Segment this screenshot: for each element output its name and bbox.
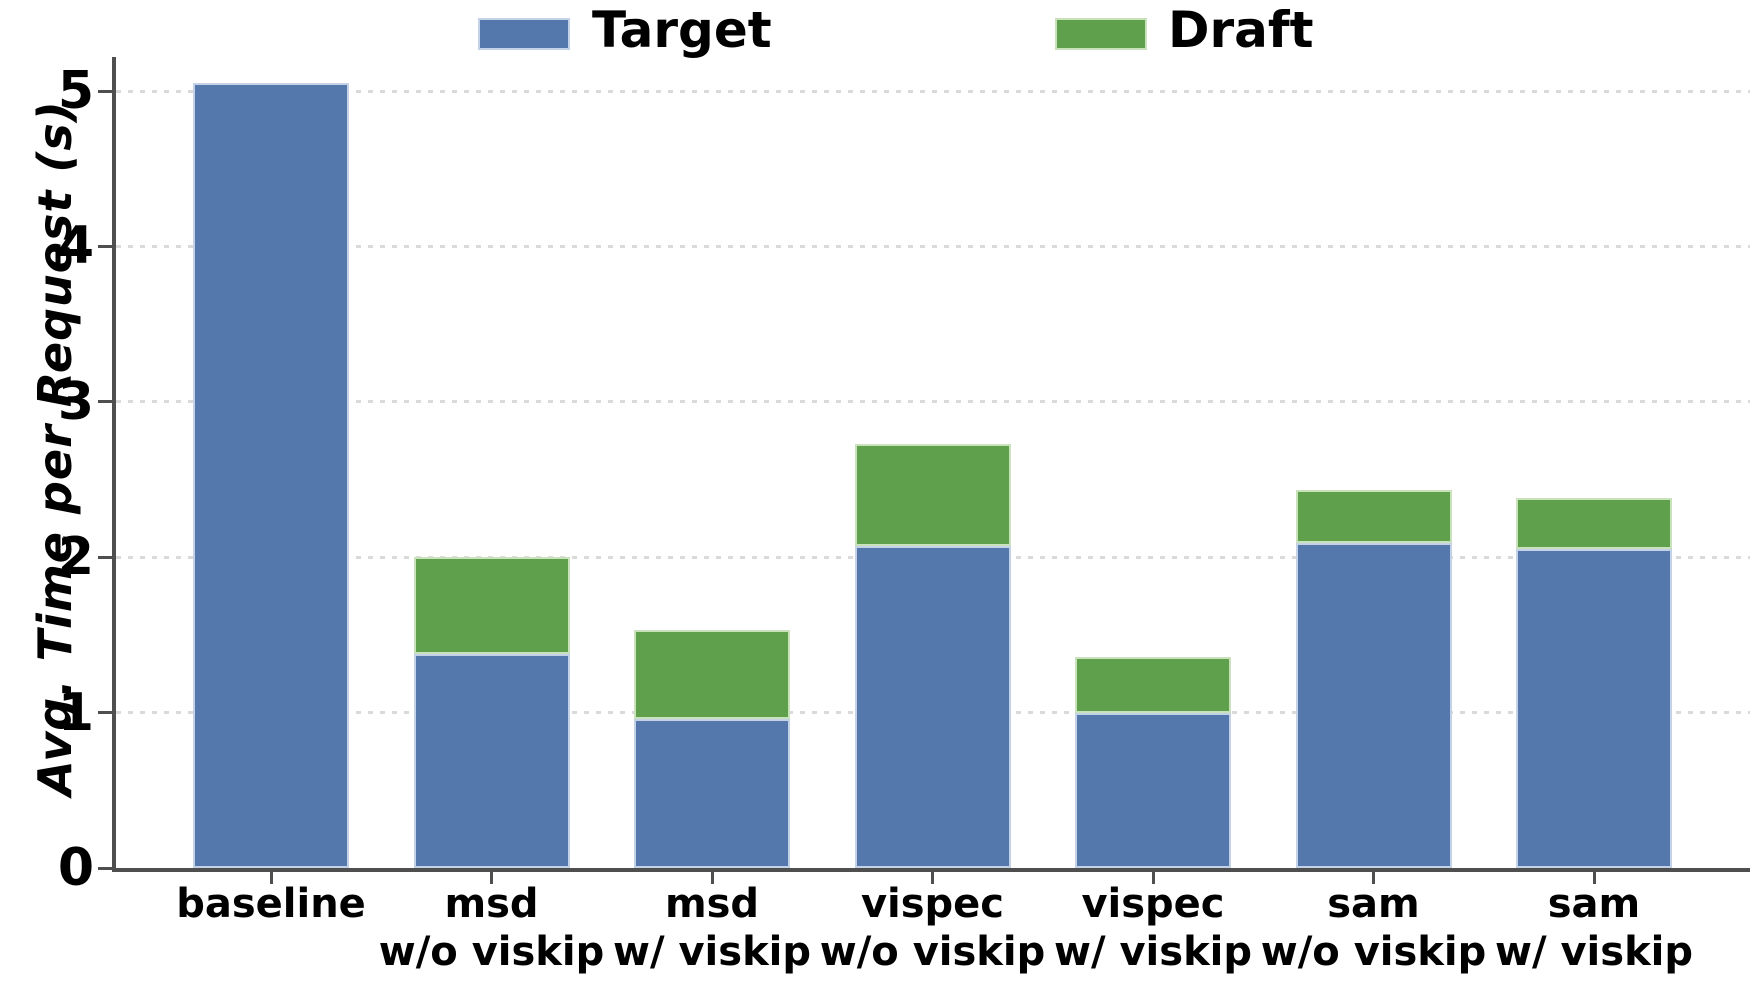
- x-tick-label: msd w/o viskip: [332, 880, 652, 976]
- x-tick-mark: [490, 872, 493, 884]
- x-tick-label: baseline: [111, 880, 431, 928]
- bar-draft-segment: [1295, 490, 1452, 544]
- bar-target-segment: [1075, 712, 1231, 868]
- x-tick-label-line: msd: [664, 881, 760, 927]
- x-tick-mark: [1592, 872, 1596, 884]
- x-tick-label-line: sam: [1547, 881, 1641, 927]
- legend-swatch-draft: [1055, 18, 1147, 50]
- y-tick-label-1: 1: [57, 682, 94, 743]
- x-tick-label-line: vispec: [860, 881, 1005, 927]
- y-tick-mark-4: [98, 244, 112, 248]
- legend-label-target: Target: [592, 1, 772, 59]
- x-tick-label: vispec w/ viskip: [993, 880, 1313, 976]
- x-tick-label-line: w/ viskip: [612, 929, 812, 975]
- gridline-y-3: [116, 400, 1750, 404]
- bar-target-segment: [854, 546, 1011, 868]
- bar-draft-segment: [1075, 656, 1231, 713]
- y-axis-spine: [112, 57, 116, 872]
- x-tick-label-line: vispec: [1081, 881, 1225, 927]
- y-axis-label: Avg. Time per Request (s): [28, 100, 82, 796]
- y-tick-mark-5: [98, 89, 112, 93]
- y-tick-mark-0: [98, 866, 112, 870]
- x-tick-label-line: w/o viskip: [1260, 929, 1487, 975]
- y-tick-mark-2: [98, 555, 112, 559]
- gridline-y-4: [116, 244, 1750, 248]
- y-tick-label-0: 0: [57, 838, 94, 898]
- y-tick-label-5: 5: [57, 61, 94, 121]
- x-tick-label: sam w/ viskip: [1434, 880, 1754, 976]
- x-tick-mark: [1151, 872, 1155, 884]
- bar-draft-segment: [634, 630, 790, 719]
- bar-draft-segment: [854, 443, 1011, 547]
- y-tick-mark-1: [98, 711, 112, 715]
- bar-target-segment: [413, 653, 570, 868]
- bar-target-segment: [634, 718, 790, 868]
- y-tick-label-2: 2: [57, 527, 94, 588]
- x-tick-label-line: w/ viskip: [1053, 929, 1253, 975]
- gridline-y-5: [116, 89, 1750, 93]
- y-tick-label-4: 4: [57, 216, 94, 277]
- x-tick-mark: [269, 872, 273, 884]
- x-tick-label-line: msd: [444, 881, 539, 927]
- legend-swatch-target: [478, 18, 570, 50]
- x-tick-label-line: sam: [1327, 881, 1420, 927]
- x-tick-label-line: w/ viskip: [1494, 929, 1694, 975]
- bar-target-segment: [1516, 549, 1672, 868]
- y-tick-mark-3: [98, 400, 112, 404]
- x-tick-label: vispec w/o viskip: [773, 880, 1093, 976]
- x-tick-label: msd w/ viskip: [552, 880, 872, 976]
- y-tick-label-3: 3: [57, 371, 94, 432]
- bar-target-segment: [193, 83, 349, 868]
- x-tick-label-line: w/o viskip: [378, 929, 605, 975]
- x-tick-label-line: w/o viskip: [819, 929, 1046, 975]
- bar-draft-segment: [1516, 498, 1672, 550]
- x-tick-mark: [710, 872, 714, 884]
- bar-target-segment: [1295, 543, 1452, 868]
- x-tick-label-line: baseline: [176, 881, 366, 927]
- bar-draft-segment: [413, 557, 570, 654]
- x-tick-mark: [1372, 872, 1375, 884]
- x-axis-spine: [112, 868, 1750, 872]
- legend-label-draft: Draft: [1168, 1, 1314, 59]
- x-tick-mark: [931, 872, 934, 884]
- x-tick-label: sam w/o viskip: [1214, 880, 1534, 976]
